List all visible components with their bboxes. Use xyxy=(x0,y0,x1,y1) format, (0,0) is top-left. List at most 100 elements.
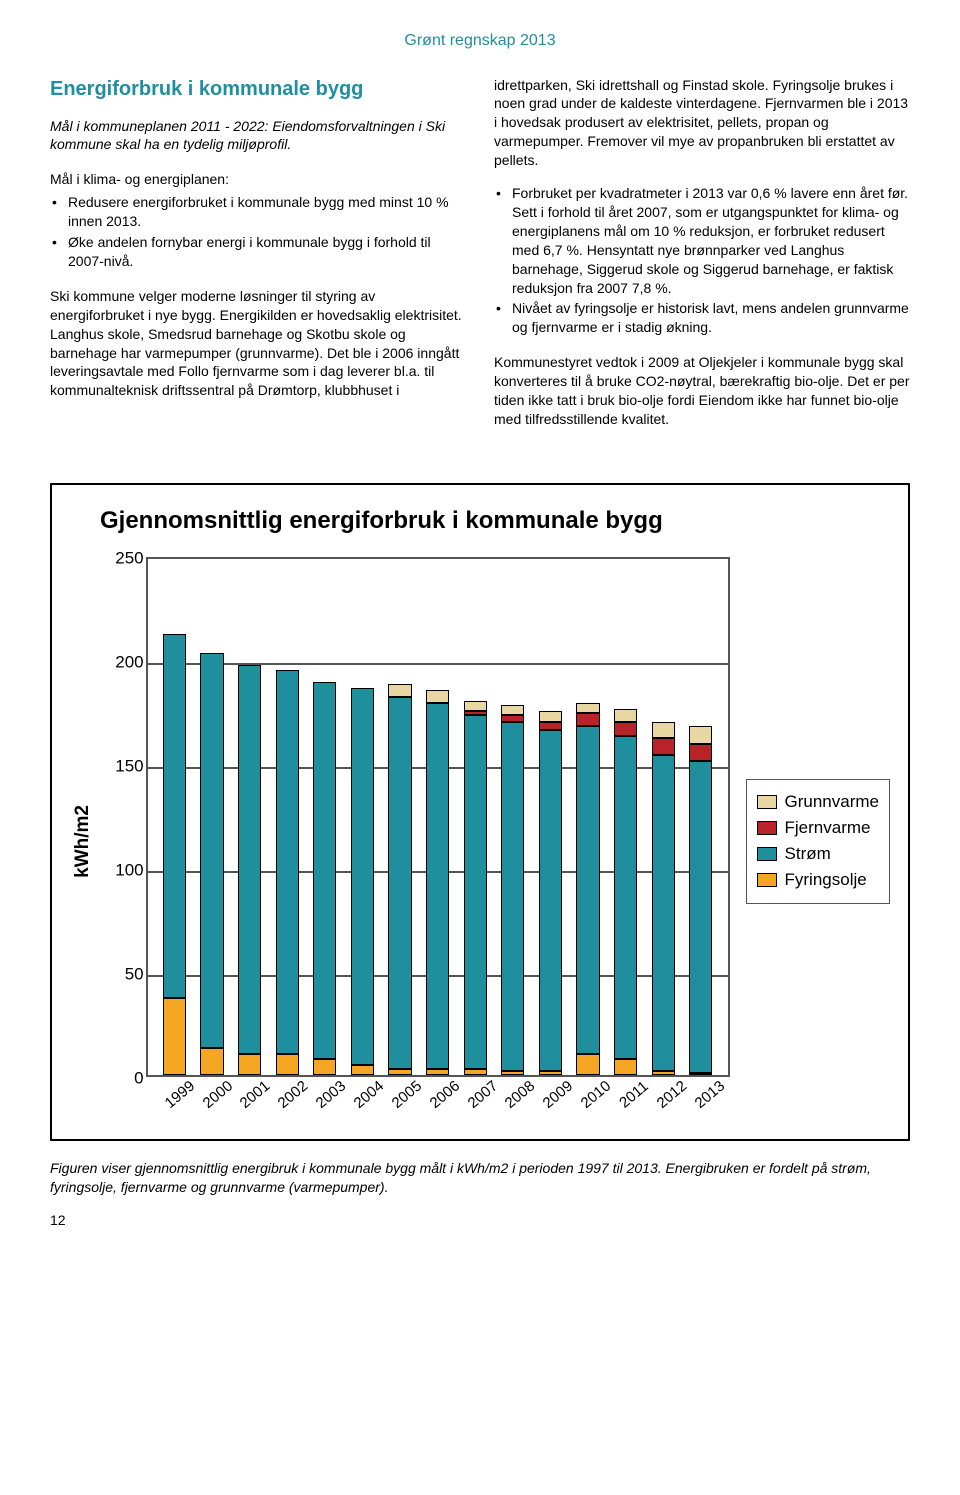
list-item: Forbruket per kvadratmeter i 2013 var 0,… xyxy=(494,184,910,297)
bar-segment xyxy=(652,1071,675,1075)
y-tick-label: 200 xyxy=(104,652,144,675)
bar-segment xyxy=(652,755,675,1071)
bar-segment xyxy=(200,1048,223,1075)
bar-segment xyxy=(614,722,637,737)
bar-segment xyxy=(501,705,524,715)
bar-segment xyxy=(426,1069,449,1075)
legend-swatch xyxy=(757,847,777,861)
list-item: Nivået av fyringsolje er historisk lavt,… xyxy=(494,299,910,337)
bar-segment xyxy=(689,761,712,1073)
bar-stack xyxy=(689,726,712,1075)
right-bullets: Forbruket per kvadratmeter i 2013 var 0,… xyxy=(494,184,910,337)
bar-segment xyxy=(652,738,675,755)
bar-segment xyxy=(576,713,599,725)
bar-segment xyxy=(426,690,449,702)
y-tick-label: 50 xyxy=(104,964,144,987)
bar-segment xyxy=(163,998,186,1075)
y-tick-label: 150 xyxy=(104,756,144,779)
bar-stack xyxy=(276,670,299,1076)
left-bullets: Redusere energiforbruket i kommunale byg… xyxy=(50,193,466,271)
intro-paragraph: Mål i kommuneplanen 2011 - 2022: Eiendom… xyxy=(50,117,466,155)
two-column-text: Energiforbruk i kommunale bygg Mål i kom… xyxy=(50,76,910,443)
bar-stack xyxy=(426,690,449,1075)
list-item: Øke andelen fornybar energi i kommunale … xyxy=(50,233,466,271)
bar-segment xyxy=(238,1054,261,1075)
left-paragraph: Ski kommune velger moderne løsninger til… xyxy=(50,287,466,400)
bar-stack xyxy=(652,722,675,1076)
legend-swatch xyxy=(757,821,777,835)
legend-item: Fjernvarme xyxy=(757,817,879,840)
legend-label: Fjernvarme xyxy=(785,817,871,840)
bar-segment xyxy=(501,722,524,1071)
bar-segment xyxy=(238,665,261,1054)
bar-segment xyxy=(689,726,712,745)
bar-segment xyxy=(576,726,599,1055)
bar-segment xyxy=(501,1071,524,1075)
bar-segment xyxy=(539,730,562,1071)
bar-segment xyxy=(388,697,411,1069)
bar-stack xyxy=(576,703,599,1075)
bar-segment xyxy=(163,634,186,998)
right-paragraph-1: idrettparken, Ski idrettshall og Finstad… xyxy=(494,76,910,170)
bar-segment xyxy=(276,670,299,1055)
legend-swatch xyxy=(757,795,777,809)
y-tick-label: 100 xyxy=(104,860,144,883)
bar-stack xyxy=(501,705,524,1075)
bar-segment xyxy=(351,688,374,1064)
bar-stack xyxy=(614,709,637,1075)
bar-segment xyxy=(539,711,562,721)
bar-stack xyxy=(351,688,374,1075)
bar-segment xyxy=(539,1071,562,1075)
legend-label: Grunnvarme xyxy=(785,791,879,814)
bar-segment xyxy=(426,703,449,1069)
chart-caption: Figuren viser gjennomsnittlig energibruk… xyxy=(50,1159,910,1197)
bar-segment xyxy=(464,1069,487,1075)
chart-plot-area: 050100150200250 199920002001200220032004… xyxy=(102,557,730,1125)
legend-label: Strøm xyxy=(785,843,831,866)
bar-segment xyxy=(351,1065,374,1075)
bar-segment xyxy=(464,715,487,1069)
bar-segment xyxy=(388,1069,411,1075)
bar-stack xyxy=(200,653,223,1075)
page-header: Grønt regnskap 2013 xyxy=(50,30,910,52)
legend-item: Strøm xyxy=(757,843,879,866)
chart-legend: Grunnvarme Fjernvarme Strøm Fyringsolje xyxy=(746,779,890,904)
bar-segment xyxy=(539,722,562,730)
chart-container: Gjennomsnittlig energiforbruk i kommunal… xyxy=(50,483,910,1141)
bar-segment xyxy=(614,709,637,721)
y-tick-label: 250 xyxy=(104,548,144,571)
right-paragraph-2: Kommunestyret vedtok i 2009 at Oljekjele… xyxy=(494,353,910,429)
legend-item: Grunnvarme xyxy=(757,791,879,814)
right-column: idrettparken, Ski idrettshall og Finstad… xyxy=(494,76,910,443)
legend-label: Fyringsolje xyxy=(785,869,867,892)
list-item: Redusere energiforbruket i kommunale byg… xyxy=(50,193,466,231)
bar-segment xyxy=(313,682,336,1058)
bar-stack xyxy=(388,684,411,1075)
bar-segment xyxy=(464,701,487,711)
bar-segment xyxy=(313,1059,336,1076)
legend-item: Fyringsolje xyxy=(757,869,879,892)
y-axis-label: kWh/m2 xyxy=(70,805,96,878)
bar-stack xyxy=(238,665,261,1075)
bar-segment xyxy=(614,1059,637,1076)
bar-segment xyxy=(200,653,223,1048)
legend-swatch xyxy=(757,873,777,887)
bar-segment xyxy=(388,684,411,696)
bar-stack xyxy=(163,634,186,1075)
bar-segment xyxy=(689,1073,712,1075)
bar-stack xyxy=(464,701,487,1075)
page-number: 12 xyxy=(50,1211,910,1230)
y-tick-label: 0 xyxy=(104,1068,144,1091)
left-subhead: Mål i klima- og energiplanen: xyxy=(50,170,466,189)
bar-segment xyxy=(576,1054,599,1075)
x-tick-label: 2013 xyxy=(689,1075,744,1130)
section-title: Energiforbruk i kommunale bygg xyxy=(50,76,466,103)
bar-stack xyxy=(539,711,562,1075)
bar-stack xyxy=(313,682,336,1075)
bar-segment xyxy=(276,1054,299,1075)
bar-segment xyxy=(652,722,675,739)
chart-title: Gjennomsnittlig energiforbruk i kommunal… xyxy=(100,505,890,537)
left-column: Energiforbruk i kommunale bygg Mål i kom… xyxy=(50,76,466,443)
bar-segment xyxy=(614,736,637,1058)
bar-segment xyxy=(689,744,712,761)
